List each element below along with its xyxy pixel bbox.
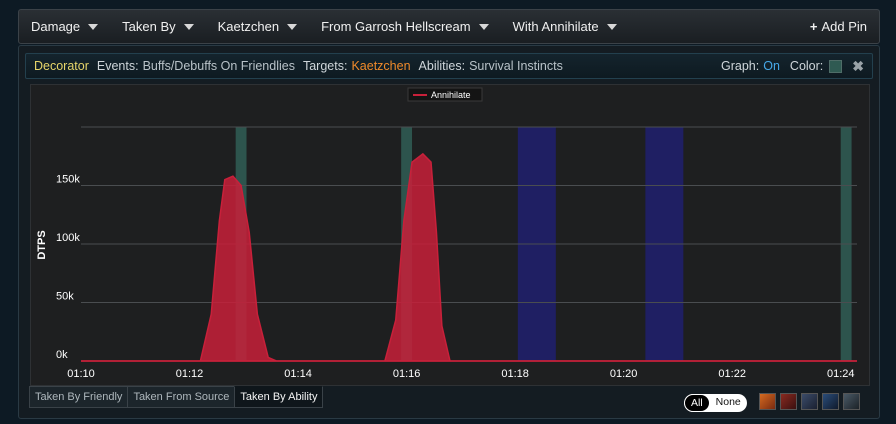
plus-icon: + [809, 19, 818, 34]
decorator-bar: Decorator Events: Buffs/Debuffs On Frien… [25, 53, 873, 79]
dropdown-label: From Garrosh Hellscream [321, 19, 471, 34]
chevron-down-icon [606, 23, 617, 30]
y-tick-label: 100k [56, 232, 80, 244]
taken-by-dropdown[interactable]: Taken By [110, 10, 205, 43]
abilities-label: Abilities: [418, 59, 466, 73]
none-button[interactable]: None [715, 396, 741, 408]
dropdown-label: Kaetzchen [217, 19, 280, 34]
graph-toggle[interactable]: On [763, 59, 780, 73]
unit-icon[interactable] [780, 393, 797, 410]
abilities-value[interactable]: Survival Instincts [469, 59, 563, 73]
y-tick-label: 0k [56, 349, 68, 361]
graph-label: Graph: [721, 59, 760, 73]
chevron-down-icon [478, 23, 489, 30]
x-tick-label: 01:12 [176, 368, 204, 380]
top-toolbar: Damage Taken By Kaetzchen From Garrosh H… [18, 9, 880, 44]
unit-icon-list [759, 393, 864, 410]
chevron-down-icon [287, 23, 298, 30]
dropdown-label: Damage [31, 19, 81, 34]
all-button[interactable]: All [684, 394, 710, 412]
dtps-chart: 0k 50k 100k 150k 01:10 01:12 01:14 01:16 01:18 01… [30, 84, 870, 386]
x-tick-label: 01:20 [610, 368, 638, 380]
legend-label: Annihilate [431, 90, 471, 100]
add-pin-label: Add Pin [821, 19, 867, 34]
legend-box [407, 87, 483, 102]
chevron-down-icon [88, 23, 99, 30]
ability-dropdown[interactable]: With Annihilate [501, 10, 629, 43]
events-value[interactable]: Buffs/Debuffs On Friendlies [142, 59, 295, 73]
tab-taken-by-friendly[interactable]: Taken By Friendly [29, 386, 129, 408]
decorator-title[interactable]: Decorator [34, 59, 89, 73]
color-swatch[interactable] [829, 59, 843, 73]
color-label: Color: [789, 59, 824, 73]
dropdown-label: With Annihilate [512, 19, 599, 34]
chart-svg: 0k 50k 100k 150k 01:10 01:12 01:14 01:16 01:18 01… [36, 87, 857, 380]
x-tick-label: 01:24 [827, 368, 855, 380]
y-tick-label: 50k [56, 291, 74, 303]
dropdown-label: Taken By [122, 19, 176, 34]
y-axis-label: DTPS [36, 230, 48, 259]
y-tick-label: 150k [56, 174, 80, 186]
x-tick-label: 01:10 [67, 368, 95, 380]
source-dropdown[interactable]: From Garrosh Hellscream [309, 10, 501, 43]
series-area [81, 152, 857, 362]
unit-icon[interactable] [801, 393, 818, 410]
tab-taken-from-source[interactable]: Taken From Source [127, 386, 236, 408]
targets-value[interactable]: Kaetzchen [351, 59, 411, 73]
tab-taken-by-ability[interactable]: Taken By Ability [234, 386, 324, 408]
filter-pills: All None [684, 394, 747, 412]
breakdown-tabs: Taken By Friendly Taken From Source Take… [29, 386, 324, 408]
graph-panel: Decorator Events: Buffs/Debuffs On Frien… [18, 45, 880, 419]
chevron-down-icon [183, 23, 194, 30]
unit-icon[interactable] [759, 393, 776, 410]
close-icon[interactable]: ✖ [852, 57, 864, 74]
targets-label: Targets: [302, 59, 348, 73]
x-tick-label: 01:16 [393, 368, 421, 380]
x-tick-label: 01:14 [284, 368, 312, 380]
x-tick-label: 01:18 [501, 368, 529, 380]
unit-icon[interactable] [843, 393, 860, 410]
add-pin-button[interactable]: + Add Pin [810, 19, 879, 34]
damage-dropdown[interactable]: Damage [19, 10, 110, 43]
kaetzchen-dropdown[interactable]: Kaetzchen [206, 10, 309, 43]
events-label: Events: [96, 59, 139, 73]
unit-icon[interactable] [822, 393, 839, 410]
x-tick-label: 01:22 [718, 368, 746, 380]
